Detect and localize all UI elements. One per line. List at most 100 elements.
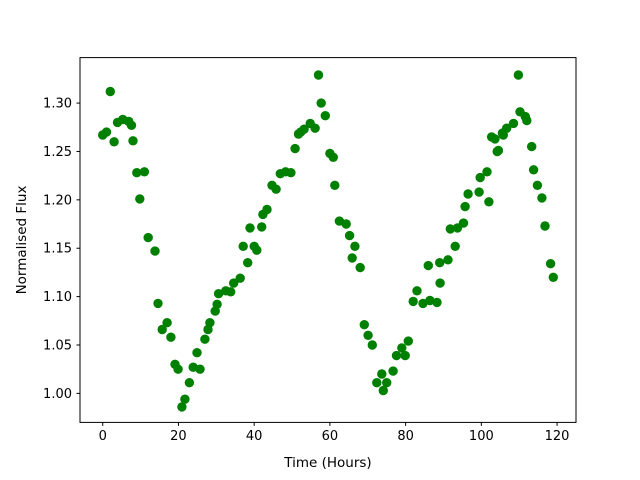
data-point	[235, 273, 245, 283]
data-point	[403, 336, 413, 346]
data-point	[378, 385, 388, 396]
y-tick-label: 1.10	[43, 290, 72, 305]
data-point	[493, 145, 504, 156]
x-tick-label: 100	[469, 429, 494, 444]
data-point	[359, 320, 369, 330]
data-point	[139, 167, 150, 177]
data-point	[105, 86, 116, 97]
data-point	[286, 168, 296, 178]
data-point	[257, 222, 267, 232]
data-point	[432, 297, 442, 308]
data-point	[350, 241, 360, 251]
data-point	[101, 127, 112, 137]
data-point	[548, 272, 558, 282]
data-point	[200, 334, 210, 344]
data-point	[435, 278, 445, 288]
data-point	[445, 224, 455, 234]
data-point	[126, 120, 137, 130]
y-axis-label: Normalised Flux	[14, 186, 30, 295]
data-point	[226, 287, 236, 297]
data-point	[184, 378, 195, 388]
data-point	[490, 134, 500, 144]
data-point	[412, 286, 422, 296]
data-point	[443, 255, 453, 265]
data-point	[388, 366, 398, 376]
data-point	[355, 262, 365, 273]
data-point	[229, 278, 239, 288]
data-point	[243, 258, 253, 268]
data-point	[545, 259, 556, 269]
data-point	[528, 165, 539, 175]
data-point	[245, 223, 255, 233]
data-point	[397, 343, 407, 353]
data-point	[177, 402, 187, 412]
data-point	[508, 118, 519, 129]
data-point	[192, 348, 202, 358]
data-point	[320, 111, 330, 121]
data-point	[195, 364, 205, 374]
x-tick-label: 120	[545, 429, 570, 444]
data-point	[423, 260, 433, 271]
data-point	[128, 136, 138, 146]
data-point	[540, 221, 550, 231]
data-point	[135, 194, 145, 204]
y-tick-label: 1.30	[43, 97, 72, 112]
data-point	[212, 299, 222, 309]
data-point	[382, 378, 392, 388]
x-tick-label: 0	[99, 429, 107, 444]
data-point	[377, 369, 387, 379]
x-tick-label: 40	[246, 429, 263, 444]
data-point	[435, 258, 445, 268]
data-point	[166, 332, 176, 342]
data-point	[157, 324, 167, 335]
data-point	[310, 123, 320, 133]
data-point	[132, 168, 142, 178]
data-point	[213, 289, 224, 299]
data-point	[344, 230, 355, 241]
data-point	[316, 98, 326, 108]
data-point	[143, 232, 153, 243]
data-point	[109, 137, 119, 147]
data-point	[527, 141, 537, 152]
data-point	[347, 253, 357, 263]
data-point	[150, 246, 160, 256]
y-tick-label: 1.15	[43, 242, 72, 257]
data-point	[425, 295, 435, 306]
data-point	[474, 187, 484, 197]
x-tick-label: 60	[322, 429, 339, 444]
y-tick-label: 1.25	[43, 145, 72, 160]
data-point	[372, 378, 382, 388]
data-point	[458, 218, 469, 228]
data-point	[205, 318, 215, 328]
data-point	[450, 241, 460, 251]
data-point	[290, 143, 300, 154]
y-tick-label: 1.05	[43, 338, 72, 353]
data-point	[391, 350, 402, 361]
y-tick-label: 1.00	[43, 387, 72, 402]
x-tick-label: 20	[170, 429, 187, 444]
data-point	[537, 193, 547, 203]
data-point	[328, 152, 338, 162]
data-point	[513, 70, 524, 80]
data-point	[313, 70, 324, 80]
data-point	[238, 241, 248, 251]
data-point	[484, 197, 494, 207]
data-point	[460, 201, 470, 212]
data-point	[367, 340, 377, 350]
data-point	[482, 167, 492, 177]
data-point	[341, 219, 351, 229]
x-axis-label: Time (Hours)	[283, 455, 371, 471]
data-point	[475, 172, 485, 183]
data-point	[522, 115, 532, 126]
data-point	[363, 330, 373, 340]
data-point	[299, 124, 309, 134]
data-point	[330, 180, 340, 190]
data-point	[153, 298, 163, 309]
data-point	[532, 180, 543, 190]
data-point	[162, 318, 172, 328]
x-tick-label: 80	[397, 429, 414, 444]
data-point	[271, 184, 281, 194]
data-point	[262, 204, 272, 215]
